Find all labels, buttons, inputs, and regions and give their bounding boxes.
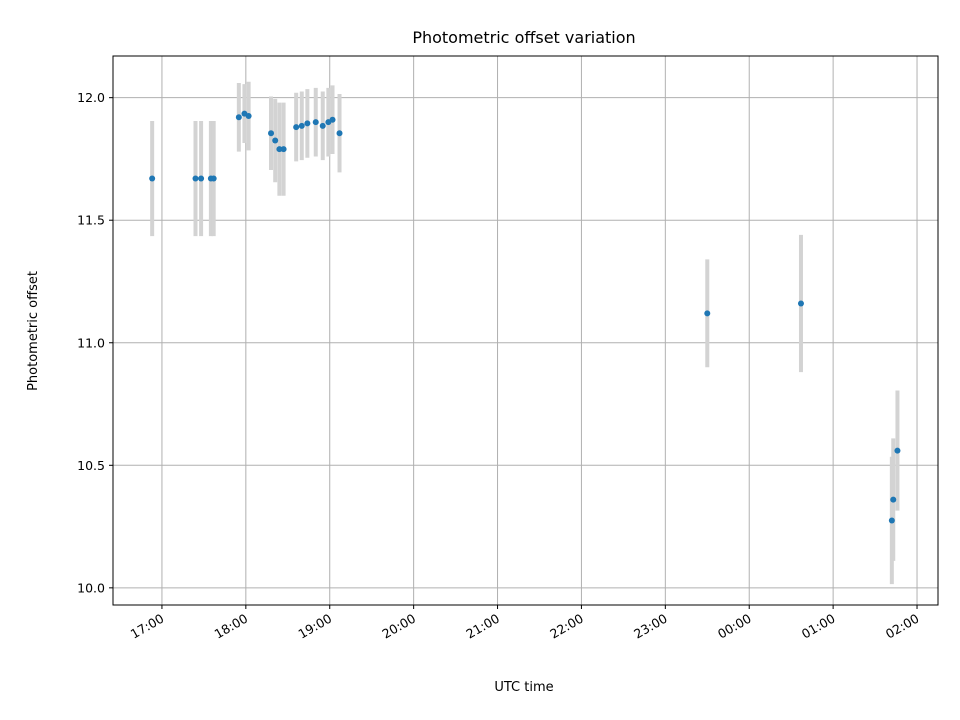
data-point [890, 496, 897, 503]
y-tick-label: 11.5 [77, 213, 105, 228]
y-axis-label: Photometric offset [26, 271, 41, 391]
data-point [293, 124, 300, 131]
y-axis-ticks: 10.0 10.5 11.0 11.5 12.0 [77, 90, 113, 595]
y-tick-label: 12.0 [77, 90, 105, 105]
data-point [210, 175, 217, 182]
y-tick-label: 10.5 [77, 458, 105, 473]
x-tick-label: 22:00 [547, 611, 586, 642]
x-tick-label: 17:00 [128, 611, 167, 642]
data-point [312, 119, 319, 126]
x-tick-label: 19:00 [296, 611, 335, 642]
error-bars [150, 81, 900, 585]
x-tick-label: 23:00 [631, 611, 670, 642]
data-point [319, 122, 326, 129]
data-point [298, 122, 305, 129]
grid [113, 56, 938, 605]
data-point [235, 114, 242, 121]
x-tick-label: 20:00 [379, 611, 418, 642]
x-axis-ticks: 17:00 18:00 19:00 20:00 21:00 22:00 23:00 00:00… [128, 605, 922, 642]
data-point [336, 130, 343, 137]
x-axis-label: UTC time [494, 680, 553, 695]
data-point [888, 517, 895, 524]
data-point [268, 130, 275, 137]
y-tick-label: 11.0 [77, 335, 105, 350]
data-points [149, 110, 901, 524]
x-tick-label: 00:00 [715, 611, 754, 642]
data-point [704, 310, 711, 317]
chart-title: Photometric offset variation [412, 28, 635, 47]
data-point [894, 447, 901, 454]
data-point [329, 116, 336, 123]
data-point [272, 137, 279, 144]
data-point [245, 113, 252, 120]
data-point [280, 146, 287, 153]
data-point [198, 175, 205, 182]
x-tick-label: 02:00 [883, 611, 922, 642]
data-point [797, 300, 804, 307]
data-point [276, 146, 283, 153]
data-point [149, 175, 156, 182]
x-tick-label: 21:00 [463, 611, 502, 642]
plot-area-frame [112, 55, 939, 606]
data-point [304, 120, 311, 127]
x-tick-label: 01:00 [799, 611, 838, 642]
y-tick-label: 10.0 [77, 580, 105, 595]
data-point [192, 175, 199, 182]
x-tick-label: 18:00 [212, 611, 251, 642]
